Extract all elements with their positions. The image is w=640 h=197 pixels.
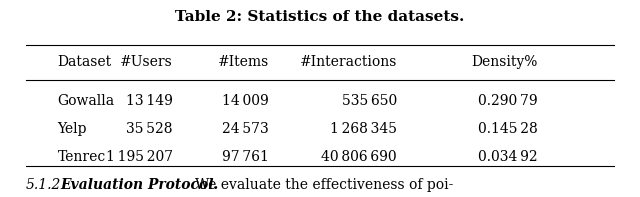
Text: 40 806 690: 40 806 690 (321, 150, 397, 164)
Text: 1 195 207: 1 195 207 (106, 150, 173, 164)
Text: 1 268 345: 1 268 345 (330, 122, 397, 136)
Text: 5.1.2: 5.1.2 (26, 178, 61, 192)
Text: Evaluation Protocol.: Evaluation Protocol. (61, 178, 219, 192)
Text: 14 009: 14 009 (222, 94, 269, 109)
Text: #Items: #Items (218, 55, 269, 70)
Text: Yelp: Yelp (58, 122, 87, 136)
Text: 0.290 79: 0.290 79 (478, 94, 538, 109)
Text: 0.034 92: 0.034 92 (478, 150, 538, 164)
Text: 97 761: 97 761 (222, 150, 269, 164)
Text: 35 528: 35 528 (126, 122, 173, 136)
Text: 535 650: 535 650 (342, 94, 397, 109)
Text: Density%: Density% (471, 55, 538, 70)
Text: #Users: #Users (120, 55, 173, 70)
Text: 13 149: 13 149 (126, 94, 173, 109)
Text: 0.145 28: 0.145 28 (478, 122, 538, 136)
Text: 24 573: 24 573 (222, 122, 269, 136)
Text: We evaluate the effectiveness of poi-: We evaluate the effectiveness of poi- (195, 178, 454, 192)
Text: Gowalla: Gowalla (58, 94, 115, 109)
Text: Table 2: Statistics of the datasets.: Table 2: Statistics of the datasets. (175, 10, 465, 24)
Text: Dataset: Dataset (58, 55, 112, 70)
Text: #Interactions: #Interactions (300, 55, 397, 70)
Text: Tenrec: Tenrec (58, 150, 106, 164)
